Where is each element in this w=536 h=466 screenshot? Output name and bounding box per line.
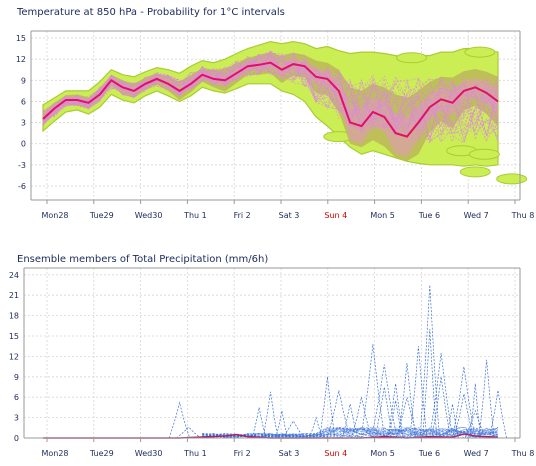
precipitation-member-line <box>452 366 476 439</box>
precipitation-x-tick: Wed30 <box>135 449 163 458</box>
precipitation-member-line <box>360 344 385 439</box>
temperature-x-tick: Thu 8 <box>511 211 535 220</box>
temperature-member-line <box>42 51 499 143</box>
temperature-axes: 15 12 9 6 3 0 -3 -6 Mon28 Tue29 Wed30 Thu 1 Fri 2 Sat… <box>16 30 535 220</box>
precipitation-y-tick: 9 <box>14 373 19 382</box>
precipitation-axes: 24 21 18 15 12 9 6 3 0 Mon28 Tue29 Wed30 Thu 1 Fri 2 S… <box>9 267 535 458</box>
temperature-x-tick: Mon28 <box>41 211 68 220</box>
precipitation-member-line <box>464 409 486 439</box>
precipitation-x-tick: Mon28 <box>41 449 68 458</box>
precipitation-x-tick: Fri 2 <box>234 449 251 458</box>
precipitation-member-line <box>202 427 499 438</box>
probability-band-core <box>43 57 498 157</box>
precipitation-y-tick: 3 <box>14 414 19 423</box>
precipitation-x-tick: Wed 7 <box>464 449 489 458</box>
temperature-median-path <box>42 61 499 138</box>
precipitation-member-line <box>478 359 495 439</box>
temperature-member-line <box>42 53 499 139</box>
precipitation-y-tick: 24 <box>9 271 19 280</box>
precipitation-x-tick: Tue29 <box>89 449 114 458</box>
temperature-y-tick: 0 <box>21 140 26 149</box>
precipitation-y-tick: 18 <box>9 312 19 321</box>
temperature-x-tick: Wed 7 <box>464 211 489 220</box>
precipitation-member-line <box>419 284 440 439</box>
precipitation-member-line <box>275 410 289 439</box>
temperature-y-tick: -3 <box>18 161 26 170</box>
precipitation-y-tick: 15 <box>9 332 19 341</box>
temperature-x-tick: Thu 1 <box>183 211 207 220</box>
precipitation-chart-title: Ensemble members of Total Precipitation … <box>17 254 268 265</box>
precipitation-member-line <box>409 346 428 439</box>
temperature-member-line <box>42 55 499 142</box>
temperature-y-tick: -6 <box>18 182 26 191</box>
precipitation-member-line <box>395 397 419 439</box>
precipitation-member-line <box>202 427 499 439</box>
precipitation-member-line <box>251 407 267 439</box>
precipitation-member-line <box>398 363 416 439</box>
precipitation-x-tick: Tue 6 <box>418 449 440 458</box>
precipitation-member-line <box>202 427 499 438</box>
precipitation-member-line <box>326 390 351 439</box>
temperature-member-line <box>42 53 499 143</box>
probability-island <box>464 46 496 58</box>
precipitation-member-line <box>371 364 398 439</box>
precipitation-y-tick: 0 <box>14 434 19 443</box>
temperature-member-line <box>42 55 499 143</box>
temperature-median-line <box>42 61 499 138</box>
precipitation-member-line <box>429 352 453 439</box>
precipitation-member-line <box>202 427 499 438</box>
precipitation-member-line <box>319 376 336 439</box>
precipitation-y-tick: 12 <box>9 352 19 361</box>
temperature-y-tick: 12 <box>16 55 26 64</box>
probability-island <box>468 148 500 160</box>
temperature-x-tick: Mon 5 <box>370 211 395 220</box>
temperature-member-line <box>42 52 499 142</box>
temperature-member-line <box>42 53 499 133</box>
precipitation-member-line <box>281 420 305 439</box>
temperature-member-line <box>42 56 499 138</box>
temperature-member-line <box>42 53 499 131</box>
probability-island <box>459 166 491 178</box>
precipitation-member-line <box>202 427 499 439</box>
temperature-member-line <box>42 51 499 143</box>
temperature-y-tick: 9 <box>21 76 26 85</box>
precipitation-grid <box>24 268 520 439</box>
precipitation-member-line <box>489 390 507 439</box>
temperature-member-line <box>42 54 499 143</box>
precipitation-member-line <box>176 426 202 439</box>
precipitation-y-tick: 6 <box>14 393 19 402</box>
temperature-x-tick: Wed30 <box>135 211 163 220</box>
temperature-member-line <box>42 54 499 135</box>
precipitation-x-tick: Thu 8 <box>511 449 535 458</box>
temperature-x-tick: Tue29 <box>89 211 114 220</box>
temperature-x-tick: Fri 2 <box>234 211 251 220</box>
probability-island <box>396 52 428 64</box>
temperature-y-tick: 15 <box>16 34 26 43</box>
probability-island <box>496 173 528 185</box>
precipitation-ensemble-members <box>168 284 507 439</box>
precipitation-member-line <box>262 391 279 439</box>
precipitation-member-line <box>202 426 499 439</box>
temperature-y-tick: 3 <box>21 119 26 128</box>
precipitation-member-line <box>351 397 372 439</box>
precipitation-member-line <box>387 400 404 439</box>
temperature-y-tick: 6 <box>21 97 26 106</box>
precipitation-x-tick: Thu 1 <box>183 449 207 458</box>
precipitation-y-tick: 21 <box>9 291 19 300</box>
precipitation-x-tick: Sat 3 <box>279 449 300 458</box>
precipitation-member-line <box>168 401 191 439</box>
temperature-chart-title: Temperature at 850 hPa - Probability for… <box>16 7 285 18</box>
precipitation-member-line <box>469 383 481 439</box>
precipitation-x-tick: Sun 4 <box>324 449 347 458</box>
precipitation-member-line <box>431 376 451 439</box>
temperature-x-tick: Sat 3 <box>279 211 300 220</box>
temperature-x-tick: Sun 4 <box>324 211 347 220</box>
precipitation-member-line <box>422 329 438 439</box>
temperature-x-tick: Tue 6 <box>418 211 440 220</box>
precipitation-x-tick: Mon 5 <box>370 449 395 458</box>
